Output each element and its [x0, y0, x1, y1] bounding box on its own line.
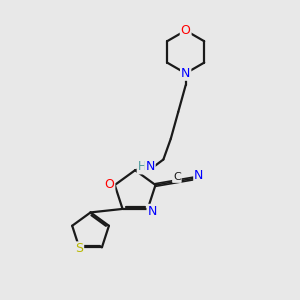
Text: O: O	[104, 178, 114, 191]
Text: C: C	[173, 172, 181, 182]
Text: O: O	[181, 24, 190, 37]
Text: N: N	[145, 160, 155, 173]
Text: S: S	[75, 242, 83, 255]
Text: N: N	[181, 67, 190, 80]
Text: N: N	[148, 205, 157, 218]
Text: N: N	[194, 169, 204, 182]
Text: H: H	[138, 160, 146, 173]
